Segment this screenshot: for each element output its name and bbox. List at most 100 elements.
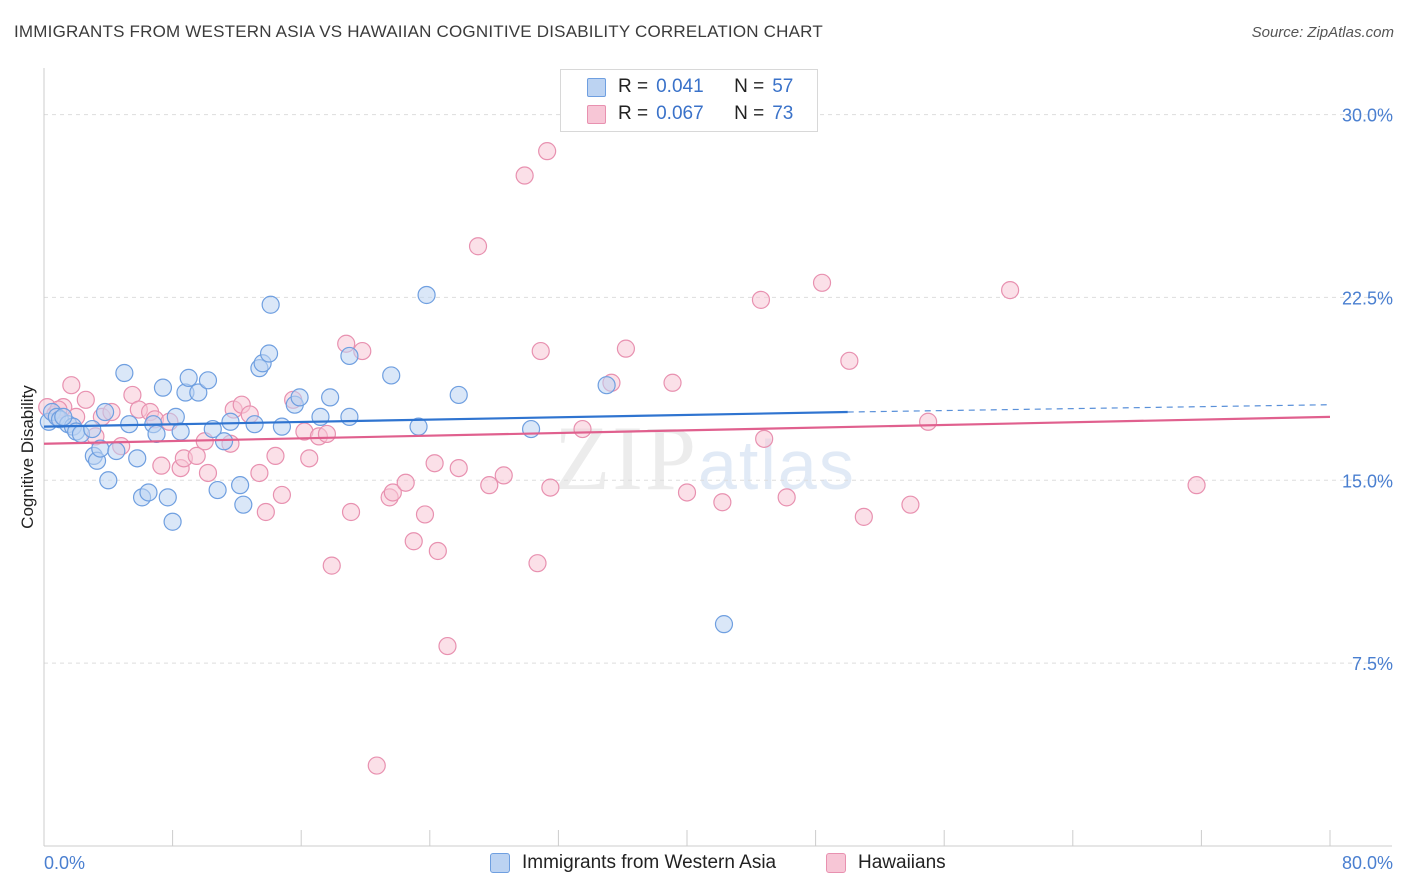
hawaiian-point — [573, 419, 592, 439]
hawaiian-point — [449, 458, 468, 478]
western-asia-point — [714, 615, 734, 634]
series-legend-item-western-asia[interactable]: Immigrants from Western Asia — [490, 852, 776, 874]
hawaiian-point — [266, 446, 285, 466]
western-asia-point — [231, 476, 250, 495]
hawaiian-point — [438, 636, 457, 656]
western-asia-point — [139, 483, 158, 502]
series-legend-item-hawaiians[interactable]: Hawaiians — [826, 852, 946, 874]
y-tick-label: 7.5% — [1352, 654, 1393, 674]
western-asia-point — [340, 346, 359, 366]
western-asia-point — [382, 366, 401, 385]
western-asia-point — [107, 441, 126, 461]
legend-row-pink: R = 0.067 N = 73 — [587, 101, 850, 127]
axes — [43, 68, 1392, 847]
hawaiian-point — [812, 273, 832, 292]
western-asia-trend-extension — [847, 404, 1331, 413]
gridlines — [44, 114, 1392, 664]
hawaiian-point — [751, 290, 771, 309]
western-asia-point — [163, 512, 182, 531]
hawaiian-point — [425, 454, 444, 473]
hawaiian-point — [62, 376, 81, 395]
western-asia-point — [521, 419, 541, 439]
western-asia-point — [171, 422, 190, 441]
western-asia-point — [158, 488, 177, 507]
western-asia-point — [147, 424, 166, 444]
western-asia-point — [54, 407, 73, 426]
hawaiian-point — [341, 502, 361, 522]
hawaiian-point — [777, 488, 796, 507]
western-asia-point — [597, 376, 616, 395]
hawaiian-point — [538, 142, 557, 161]
hawaiian-point — [901, 495, 920, 514]
hawaiian-point — [383, 483, 402, 502]
source-label: Source: — [1251, 24, 1304, 41]
western-asia-point — [234, 495, 253, 514]
western-asia-point — [83, 419, 102, 439]
hawaiian-point — [152, 456, 171, 475]
series-legend: Immigrants from Western Asia Hawaiians — [0, 852, 1406, 878]
hawaiian-point — [528, 554, 547, 573]
western-asia-point — [311, 407, 330, 426]
chart-source: Source: ZipAtlas.com — [1252, 24, 1394, 41]
chart-title: IMMIGRANTS FROM WESTERN ASIA VS HAWAIIAN… — [14, 22, 823, 41]
legend-n-value: 73 — [772, 103, 794, 124]
legend-n-label: N = — [734, 103, 765, 124]
western-asia-point — [115, 363, 134, 383]
western-asia-points — [39, 285, 734, 634]
western-asia-point — [449, 385, 468, 405]
hawaiian-point — [480, 476, 499, 495]
x-tick-label: 80.0% — [1342, 853, 1393, 873]
western-asia-point — [321, 388, 340, 407]
western-asia-point — [208, 480, 227, 500]
hawaiian-point — [755, 429, 774, 448]
western-asia-point — [128, 449, 147, 468]
hawaiian-point — [322, 556, 341, 575]
legend-swatch-blue — [587, 77, 606, 97]
hawaiian-point — [1001, 281, 1020, 300]
y-axis-title: Cognitive Disability — [18, 385, 37, 529]
western-asia-point — [203, 419, 222, 439]
western-asia-point — [259, 344, 279, 363]
hawaiians-points — [38, 142, 1206, 775]
hawaiian-point — [415, 505, 435, 524]
hawaiian-point — [272, 485, 292, 505]
hawaiian-point — [367, 756, 386, 775]
hawaiian-point — [541, 478, 560, 497]
western-asia-point — [179, 368, 198, 387]
y-tick-label: 22.5% — [1342, 288, 1393, 308]
hawaiian-point — [468, 237, 488, 256]
x-tick-label: 0.0% — [44, 853, 85, 873]
hawaiian-point — [1187, 476, 1206, 495]
trend-lines — [43, 404, 1331, 445]
legend-r-label: R = — [618, 76, 649, 97]
hawaiian-point — [531, 341, 550, 361]
hawaiian-point — [713, 493, 732, 512]
legend-n-label: N = — [734, 76, 765, 97]
hawaiian-point — [677, 483, 697, 502]
western-asia-point — [245, 415, 264, 434]
western-asia-point — [221, 412, 240, 431]
series-legend-swatch-pink — [826, 853, 846, 873]
western-asia-point — [95, 402, 115, 422]
tick-labels: 7.5% 15.0% 22.5% 30.0% 0.0% 80.0% Cognitive Di… — [18, 106, 1393, 873]
legend-n-value: 57 — [772, 76, 794, 97]
hawaiian-point — [300, 449, 319, 468]
hawaiian-point — [663, 373, 682, 392]
hawaiian-point — [428, 541, 447, 561]
western-asia-point — [153, 378, 173, 397]
hawaiian-point — [616, 339, 636, 358]
western-asia-point — [198, 371, 218, 390]
legend-r-value: 0.041 — [656, 76, 704, 97]
hawaiian-point — [317, 424, 337, 444]
legend-swatch-pink — [587, 104, 606, 124]
series-legend-label: Immigrants from Western Asia — [522, 852, 777, 873]
western-asia-point — [340, 407, 359, 426]
y-tick-label: 30.0% — [1342, 106, 1393, 126]
correlation-legend: R = 0.041 N = 57 R = 0.067 N = 73 — [560, 69, 818, 132]
western-asia-point — [272, 417, 292, 436]
hawaiian-point — [198, 463, 218, 483]
western-asia-point — [189, 383, 208, 402]
legend-row-blue: R = 0.041 N = 57 — [587, 74, 850, 100]
western-asia-point — [417, 285, 436, 305]
